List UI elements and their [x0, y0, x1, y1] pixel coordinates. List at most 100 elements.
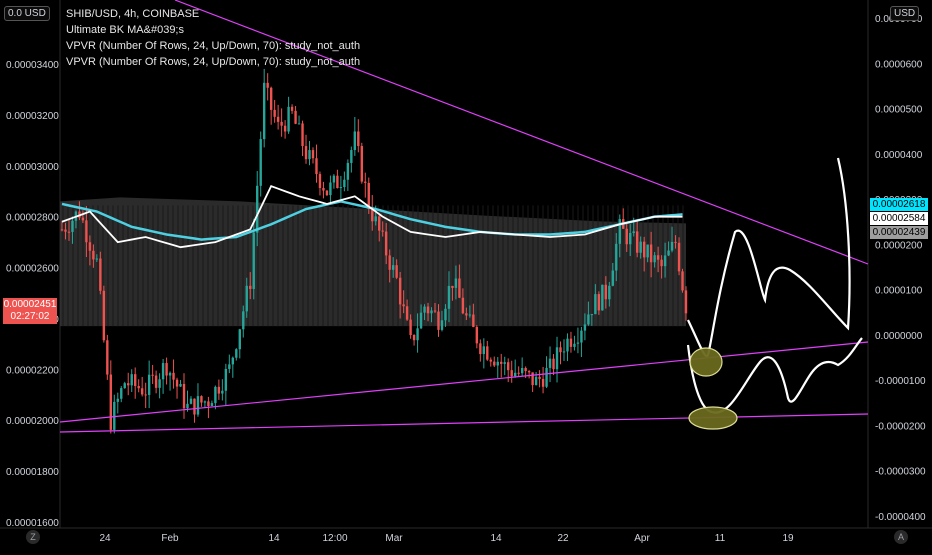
right-axis-tick: 0.0000600 [875, 59, 923, 70]
candle-body [677, 242, 681, 272]
candle-body [440, 320, 444, 330]
candle-body [552, 358, 555, 370]
candle-body [447, 285, 451, 309]
candle-body [134, 374, 137, 386]
candle-body [273, 109, 276, 117]
candle-body [653, 255, 656, 263]
indicator-ma[interactable]: Ultimate BK MA&#039;s [66, 24, 184, 36]
time-axis-tick: Apr [634, 533, 650, 544]
time-axis-tick: 19 [782, 533, 794, 544]
candle-body [576, 342, 580, 344]
right-price-axis: 0.00007000.00006000.00005000.00004000.00… [875, 14, 926, 523]
candle-body [566, 338, 569, 352]
candle-body [130, 374, 133, 386]
candle-body [674, 241, 677, 243]
time-axis-tick: 11 [715, 533, 726, 544]
candle-body [374, 216, 377, 222]
candle-body [489, 359, 492, 362]
left-axis-tick: 0.00001600 [6, 518, 59, 529]
time-axis-tick: 12:00 [322, 533, 347, 544]
candle-body [395, 265, 398, 278]
candle-body [604, 284, 608, 300]
chart-legend: SHIB/USD, 4h, COINBASE Ultimate BK MA&#0… [66, 6, 360, 70]
symbol-title[interactable]: SHIB/USD, 4h, COINBASE [66, 8, 200, 20]
candle-body [280, 121, 283, 126]
candle-body [430, 310, 433, 314]
upper-trendline [174, 0, 869, 265]
candle-body [154, 375, 158, 388]
candle-body [541, 378, 545, 387]
candle-body [559, 347, 562, 353]
candle-body [81, 217, 85, 221]
left-scale-label[interactable]: 0.0 USD [4, 6, 50, 21]
candle-body [371, 209, 374, 222]
candle-body [562, 351, 566, 353]
candle-body [203, 401, 207, 403]
candle-body [242, 311, 245, 330]
candle-body [465, 313, 468, 316]
candle-body [670, 241, 674, 251]
candle-body [71, 220, 74, 232]
auto-scale-button[interactable]: A [894, 530, 908, 544]
candle-body [625, 228, 628, 245]
candle-body [649, 244, 653, 263]
candle-body [629, 233, 632, 245]
candle-body [339, 187, 343, 189]
candle-body [437, 311, 440, 330]
candle-body [193, 398, 196, 415]
right-value-badge: 0.00002584 [870, 212, 928, 225]
candle-body [378, 216, 381, 231]
candle-body [496, 361, 499, 366]
candle-body [517, 372, 520, 374]
candle-body [402, 304, 405, 307]
left-axis-tick: 0.00002600 [6, 264, 59, 275]
candle-body [318, 174, 322, 189]
candle-body [332, 175, 336, 183]
candle-body [601, 284, 604, 311]
candle-body [336, 175, 339, 189]
candle-body [228, 364, 231, 369]
candle-body [472, 314, 475, 328]
candle-body [444, 308, 447, 321]
candle-body [85, 220, 88, 243]
candle-body [635, 231, 639, 253]
candle-body [304, 146, 308, 160]
candle-body [545, 367, 548, 387]
candle-body [147, 374, 151, 395]
bar-countdown: 02:27:02 [10, 311, 50, 322]
indicator-vpvr-2[interactable]: VPVR (Number Of Rows, 24, Up/Down, 70): … [66, 56, 361, 68]
right-value-badge: 0.00002618 [870, 198, 928, 211]
candle-body [385, 231, 388, 256]
right-scale-label[interactable]: USD [890, 6, 920, 21]
candle-body [151, 374, 154, 376]
candle-body [137, 385, 140, 389]
candle-body [172, 372, 175, 380]
time-axis: 24 Feb 14 12:00 Mar 14 22 Apr 11 19 [99, 533, 794, 544]
candle-body [615, 243, 618, 271]
zoom-button[interactable]: Z [26, 530, 40, 544]
candle-body [493, 361, 496, 366]
candle-body [92, 250, 95, 260]
candle-body [663, 255, 667, 267]
candle-body [238, 329, 241, 350]
candle-body [527, 371, 531, 373]
candle-body [500, 361, 503, 364]
candle-body [175, 379, 179, 387]
candle-body [381, 230, 384, 232]
candle-body [120, 388, 123, 399]
candle-body [200, 396, 203, 403]
candle-body [113, 401, 116, 430]
left-axis-tick: 0.00003400 [6, 60, 59, 71]
candle-body [290, 106, 294, 111]
right-axis-tick: 0.0000000 [875, 331, 923, 342]
left-axis-tick: 0.00001800 [6, 467, 59, 478]
right-axis-tick: -0.0000400 [875, 512, 926, 523]
candle-body [165, 363, 168, 376]
candle-body [353, 131, 357, 151]
candle-body [656, 255, 660, 260]
candle-body [660, 259, 663, 267]
candle-body [423, 306, 426, 313]
indicator-vpvr-1[interactable]: VPVR (Number Of Rows, 24, Up/Down, 70): … [66, 40, 361, 52]
